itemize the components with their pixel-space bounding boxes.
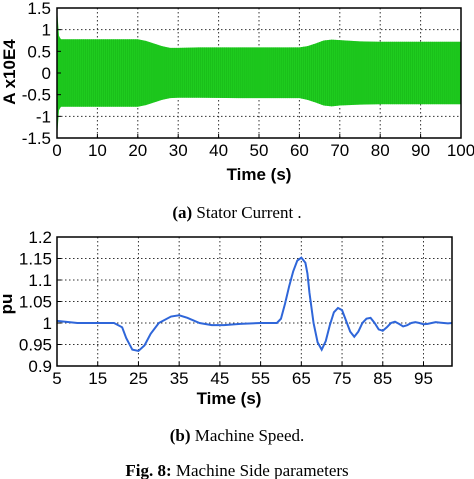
caption-b: (b) Machine Speed. (170, 426, 305, 445)
x-axis-label: Time (s) (227, 165, 292, 184)
figure-caption-text: Machine Side parameters (176, 461, 349, 479)
x-tick-label: 65 (292, 369, 311, 388)
y-axis-label: A x10E4 (0, 39, 19, 105)
gridlines (57, 237, 452, 366)
x-tick-label: 0 (52, 141, 61, 160)
caption-a-label: (a) (172, 203, 192, 222)
y-tick-label: -1.5 (22, 129, 51, 148)
x-tick-label: 45 (210, 369, 229, 388)
x-tick-label: 95 (414, 369, 433, 388)
y-tick-label: -1 (36, 107, 51, 126)
y-tick-label: 1.1 (28, 271, 52, 290)
x-tick-label: 100 (447, 141, 474, 160)
x-axis-ticks: 5 15 25 35 45 55 65 75 85 95 (52, 362, 433, 388)
x-tick-label: 55 (251, 369, 270, 388)
caption-b-text: Machine Speed. (195, 426, 305, 445)
x-tick-label: 75 (333, 369, 352, 388)
y-tick-label: 0 (42, 64, 51, 83)
x-axis-label: Time (s) (197, 389, 262, 408)
x-axis-ticks: 0 10 20 30 40 50 60 70 80 90 100 (52, 134, 474, 160)
y-axis-ticks: 1.2 1.15 1.1 1.05 1 0.95 0.9 (19, 228, 61, 376)
x-tick-label: 40 (209, 141, 228, 160)
x-tick-label: 25 (129, 369, 148, 388)
caption-a-text: Stator Current . (196, 203, 301, 222)
y-tick-label: 0.9 (28, 357, 52, 376)
y-tick-label: 0.5 (27, 42, 51, 61)
x-tick-label: 85 (373, 369, 392, 388)
caption-a: (a) Stator Current . (172, 203, 301, 222)
y-axis-label: pu (0, 294, 16, 315)
x-tick-label: 50 (250, 141, 269, 160)
y-tick-label: 1.05 (19, 293, 52, 312)
stator-current-chart: 0 10 20 30 40 50 60 70 80 90 100 1.5 1 0.5 0 -0.5 -1 -1.… (0, 0, 474, 222)
x-tick-label: 5 (52, 369, 61, 388)
y-axis-ticks: 1.5 1 0.5 0 -0.5 -1 -1.5 (22, 0, 61, 148)
x-tick-label: 70 (330, 141, 349, 160)
x-tick-label: 30 (169, 141, 188, 160)
y-tick-label: 1.2 (28, 228, 52, 247)
machine-speed-chart: 5 15 25 35 45 55 65 75 85 95 1.2 1.15 1.1 1.05 1 0.95 0… (0, 228, 453, 445)
caption-b-label: (b) (170, 426, 191, 445)
figure-caption-label: Fig. 8: (125, 461, 171, 479)
y-tick-label: 1 (43, 314, 52, 333)
y-tick-label: 1.15 (19, 250, 52, 269)
x-tick-label: 15 (88, 369, 107, 388)
x-tick-label: 35 (170, 369, 189, 388)
x-tick-label: 20 (128, 141, 147, 160)
y-tick-label: 1 (42, 21, 51, 40)
stator-current-oscillation (56, 8, 462, 138)
x-tick-label: 80 (371, 141, 390, 160)
y-tick-label: -0.5 (22, 86, 51, 105)
y-tick-label: 0.95 (19, 336, 52, 355)
y-tick-label: 1.5 (27, 0, 51, 18)
machine-speed-line (56, 256, 453, 353)
x-tick-label: 90 (411, 141, 430, 160)
x-tick-label: 10 (88, 141, 107, 160)
x-tick-label: 60 (290, 141, 309, 160)
figure-caption: Fig. 8: Machine Side parameters (125, 461, 348, 479)
